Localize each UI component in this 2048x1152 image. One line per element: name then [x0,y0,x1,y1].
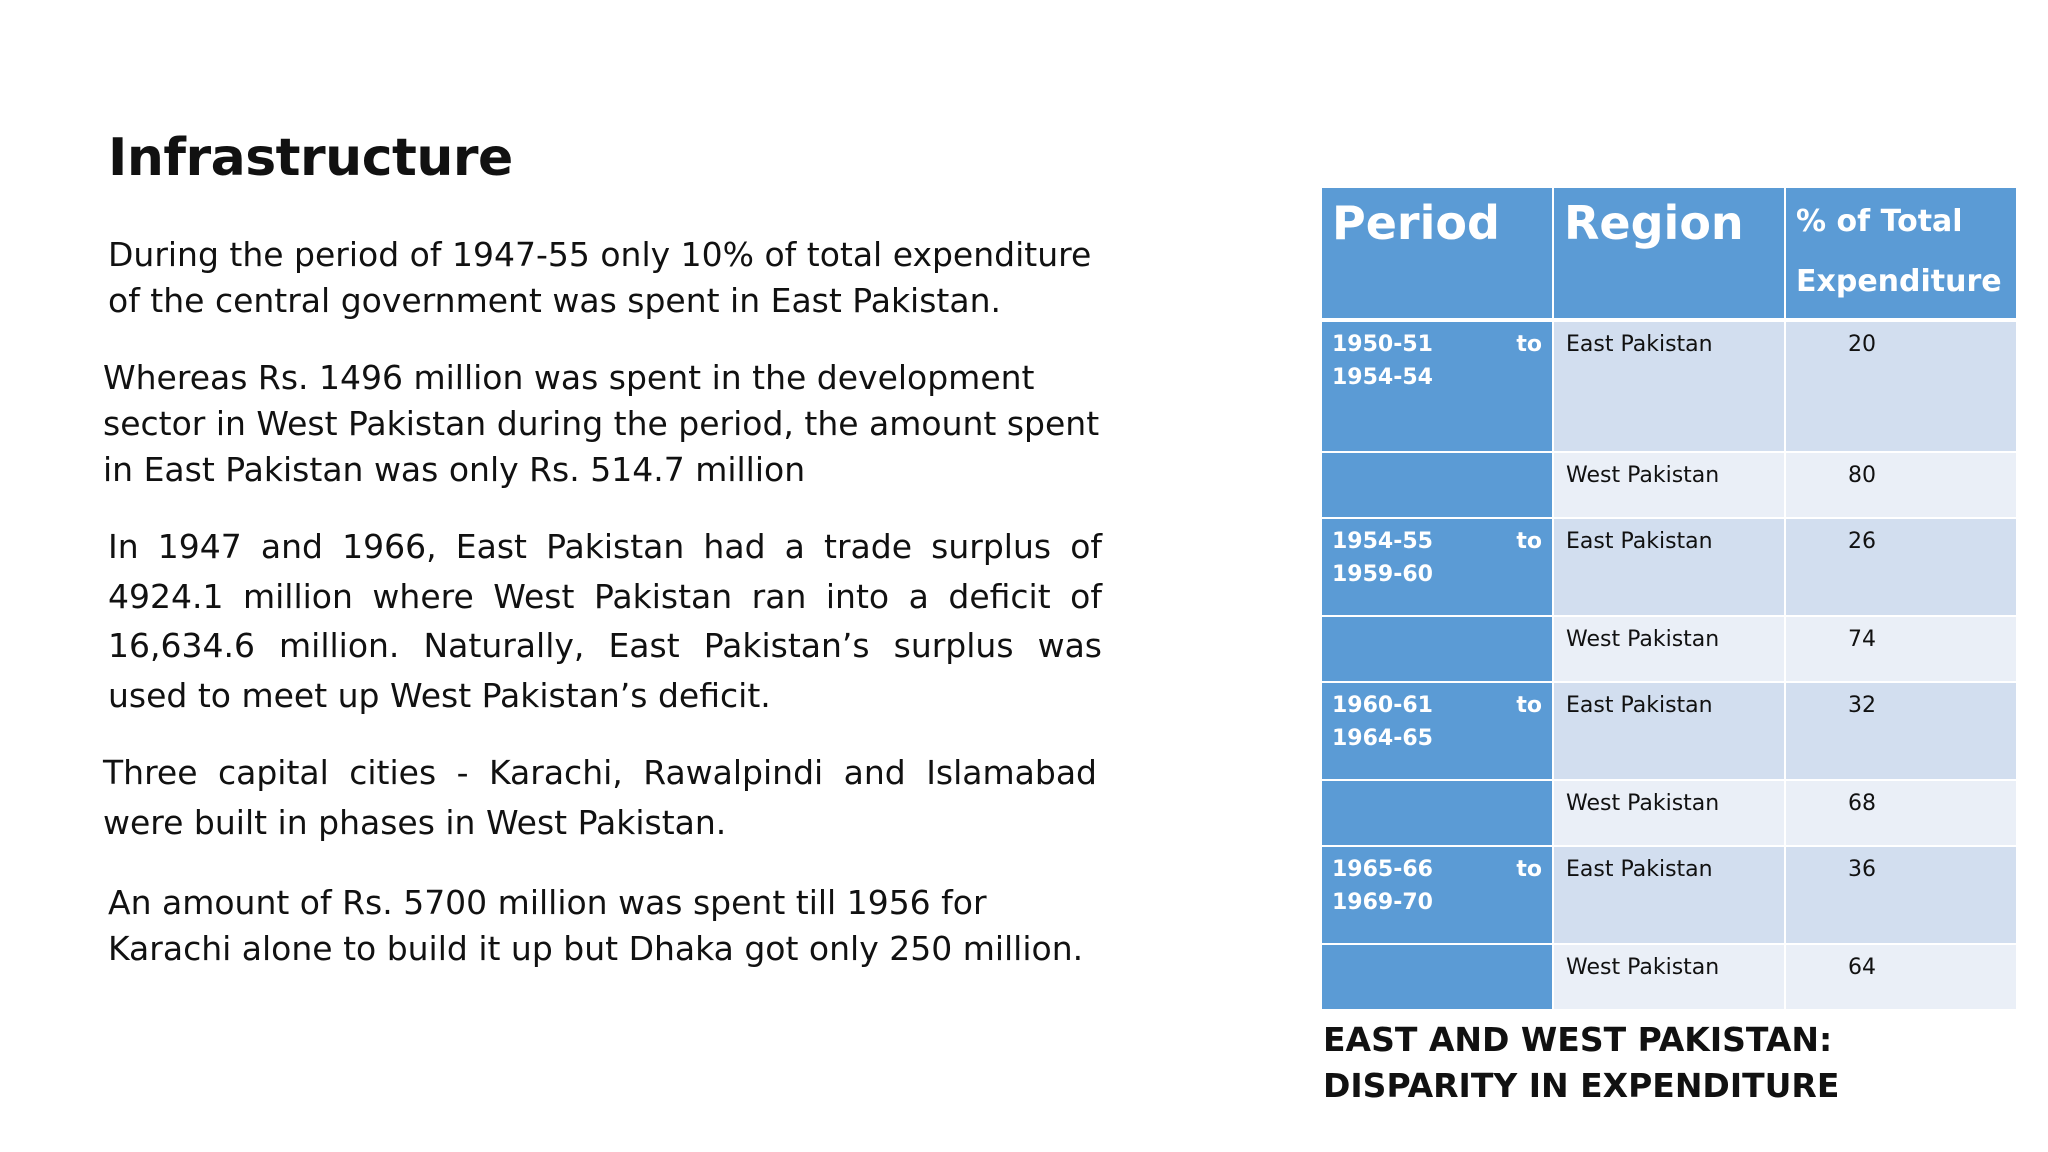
period-cell [1320,943,1554,1011]
percent-cell: 68 [1784,779,2018,847]
table-row: 1954-55 to 1959-60 East Pakistan 26 [1320,517,2018,617]
percent-cell: 64 [1784,943,2018,1011]
region-cell: West Pakistan [1552,779,1786,847]
paragraph-trade-surplus: In 1947 and 1966, East Pakistan had a tr… [108,527,1102,715]
percent-cell: 20 [1784,319,2018,453]
percent-cell: 80 [1784,451,2018,519]
slide-title: Infrastructure [108,128,513,188]
percent-cell: 36 [1784,845,2018,945]
percent-cell: 32 [1784,681,2018,781]
period-cell: 1950-51 to 1954-54 [1320,319,1554,453]
expenditure-table: Period Region % of Total Expenditure 195… [1320,186,2018,1011]
paragraph-capital-cities: Three capital cities - Karachi, Rawalpin… [103,753,1097,842]
percent-cell: 74 [1784,615,2018,683]
region-cell: East Pakistan [1552,517,1786,617]
percent-cell: 26 [1784,517,2018,617]
region-cell: East Pakistan [1552,319,1786,453]
header-region: Region [1552,186,1786,321]
paragraph-karachi-dhaka: An amount of Rs. 5700 million was spent … [108,883,1084,968]
region-cell: West Pakistan [1552,943,1786,1011]
header-period: Period [1320,186,1554,321]
region-cell: West Pakistan [1552,615,1786,683]
period-cell: 1960-61 to 1964-65 [1320,681,1554,781]
period-cell [1320,451,1554,519]
period-cell [1320,779,1554,847]
expenditure-table-container: Period Region % of Total Expenditure 195… [1320,186,2018,1011]
period-cell: 1965-66 to 1969-70 [1320,845,1554,945]
table-row: 1965-66 to 1969-70 East Pakistan 36 [1320,845,2018,945]
table-caption: EAST AND WEST PAKISTAN: DISPARITY IN EXP… [1323,1020,1840,1105]
paragraph-expenditure-share: During the period of 1947-55 only 10% of… [108,235,1092,320]
period-cell: 1954-55 to 1959-60 [1320,517,1554,617]
paragraph-development-sector: Whereas Rs. 1496 million was spent in th… [103,358,1100,489]
region-cell: East Pakistan [1552,845,1786,945]
table-row: 1950-51 to 1954-54 East Pakistan 20 [1320,319,2018,453]
table-row: West Pakistan 74 [1320,615,2018,683]
table-row: 1960-61 to 1964-65 East Pakistan 32 [1320,681,2018,781]
table-header-row: Period Region % of Total Expenditure [1320,186,2018,321]
table-row: West Pakistan 64 [1320,943,2018,1011]
table-row: West Pakistan 68 [1320,779,2018,847]
table-row: West Pakistan 80 [1320,451,2018,519]
header-percent: % of Total Expenditure [1784,186,2018,321]
region-cell: East Pakistan [1552,681,1786,781]
region-cell: West Pakistan [1552,451,1786,519]
period-cell [1320,615,1554,683]
